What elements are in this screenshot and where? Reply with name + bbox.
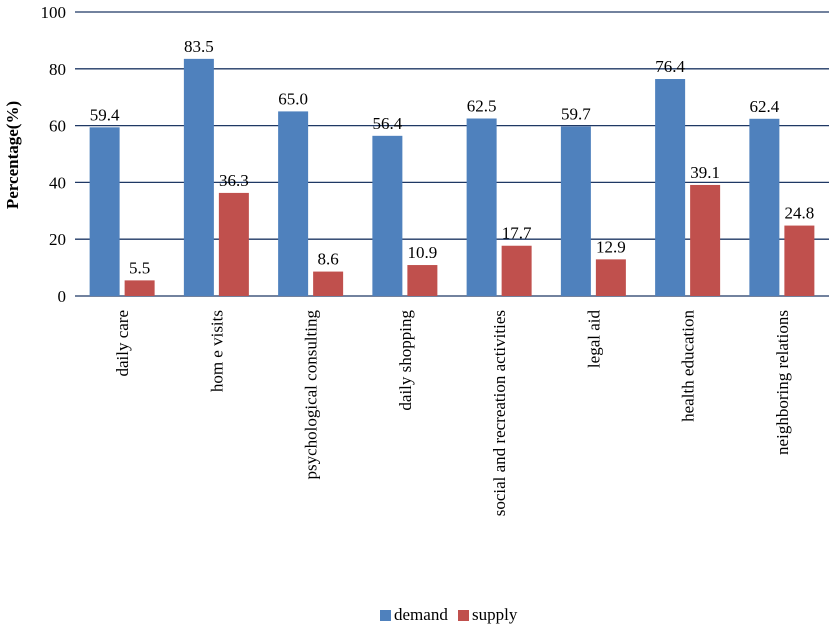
data-label-supply: 17.7 — [502, 224, 532, 243]
data-label-demand: 56.4 — [373, 114, 403, 133]
bar-supply — [690, 184, 721, 296]
y-tick-label: 40 — [49, 173, 66, 192]
legend-label-supply: supply — [472, 605, 518, 624]
bar-demand — [278, 111, 309, 297]
x-category-label: hom e visits — [207, 310, 226, 392]
data-label-demand: 76.4 — [655, 57, 685, 76]
y-tick-label: 0 — [58, 287, 67, 306]
y-tick-label: 20 — [49, 230, 66, 249]
bar-demand — [466, 118, 497, 296]
data-label-demand: 59.4 — [90, 105, 120, 124]
bar-demand — [560, 126, 591, 297]
bars — [89, 58, 815, 297]
y-tick-label: 80 — [49, 60, 66, 79]
bar-supply — [407, 265, 438, 296]
legend: demand supply — [380, 605, 518, 624]
data-label-demand: 83.5 — [184, 37, 214, 56]
bar-supply — [124, 280, 155, 296]
x-category-label: daily care — [113, 310, 132, 377]
category-labels: daily care hom e visits psychological cons… — [113, 310, 792, 517]
y-tick-labels: 0 20 40 60 80 100 — [41, 3, 67, 306]
y-tick-label: 100 — [41, 3, 67, 22]
bar-demand — [655, 79, 686, 296]
data-label-supply: 8.6 — [318, 250, 339, 269]
bar-supply — [595, 259, 626, 296]
bar-supply — [313, 271, 344, 296]
legend-swatch-supply — [458, 610, 469, 621]
bar-demand — [372, 135, 403, 296]
data-label-supply: 10.9 — [408, 243, 438, 262]
x-category-label: daily shopping — [396, 310, 415, 411]
data-label-demand: 59.7 — [561, 104, 591, 123]
legend-swatch-demand — [380, 610, 391, 621]
y-axis-label: Percentage(%) — [3, 101, 22, 209]
data-label-demand: 62.5 — [467, 97, 497, 116]
x-category-label: social and recreation activities — [490, 310, 509, 516]
x-category-label: legal aid — [584, 310, 603, 369]
bar-supply — [218, 192, 249, 296]
y-tick-label: 60 — [49, 117, 66, 136]
x-category-label: neighboring relations — [773, 310, 792, 455]
data-labels: 59.4 5.5 83.5 36.3 65.0 8.6 56.4 10.9 62.5 17.7 59… — [90, 37, 815, 278]
data-label-demand: 65.0 — [278, 89, 308, 108]
bar-supply — [501, 245, 532, 296]
bar-demand — [749, 118, 780, 296]
data-label-supply: 36.3 — [219, 171, 249, 190]
data-label-demand: 62.4 — [750, 97, 780, 116]
x-category-label: health education — [679, 310, 698, 422]
x-category-label: psychological consulting — [302, 310, 321, 480]
bar-supply — [784, 225, 815, 296]
data-label-supply: 12.9 — [596, 237, 626, 256]
legend-label-demand: demand — [394, 605, 448, 624]
bar-demand — [183, 58, 214, 296]
data-label-supply: 39.1 — [690, 163, 720, 182]
bar-demand — [89, 127, 120, 296]
data-label-supply: 24.8 — [785, 204, 815, 223]
data-label-supply: 5.5 — [129, 258, 150, 277]
